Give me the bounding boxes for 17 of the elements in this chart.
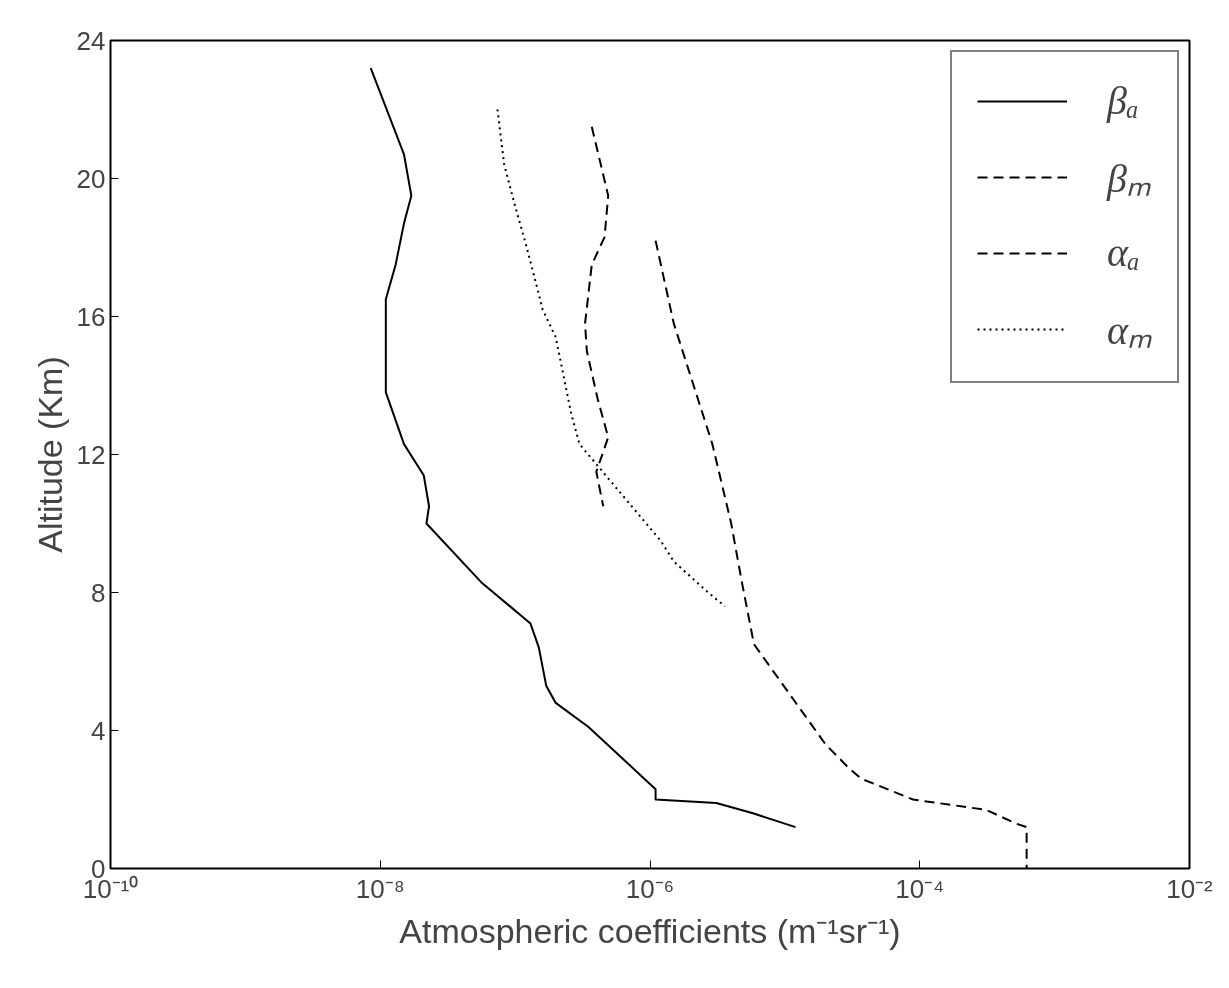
legend-label: αₘ	[1107, 307, 1152, 355]
legend-label: βₐ	[1107, 77, 1139, 124]
x-axis-title: Atmospheric coefficients (m⁻¹sr⁻¹)	[399, 911, 901, 950]
y-tick-label: 4	[91, 715, 106, 746]
y-tick-label: 20	[76, 163, 106, 194]
x-tick-label: 10⁻⁶	[625, 873, 675, 904]
x-tick-label: 10⁻⁴	[895, 873, 945, 904]
legend-label: αₐ	[1107, 229, 1140, 276]
x-tick-label: 10⁻⁸	[355, 873, 405, 904]
x-tick-label: 10⁻²	[1166, 873, 1214, 904]
y-tick-label: 8	[91, 577, 106, 608]
y-axis-title: Altitude (Km)	[30, 356, 69, 553]
y-tick-label: 12	[76, 439, 106, 470]
y-tick-label: 24	[76, 25, 106, 56]
y-tick-label: 16	[76, 301, 106, 332]
line-series	[584, 125, 610, 508]
legend-label: βₘ	[1107, 155, 1151, 203]
